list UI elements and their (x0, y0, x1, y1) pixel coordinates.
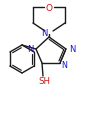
Text: O: O (45, 3, 53, 12)
Text: N: N (28, 45, 34, 54)
Text: N: N (41, 29, 47, 38)
Text: N: N (69, 45, 75, 54)
Text: SH: SH (38, 77, 50, 86)
Text: N: N (61, 61, 67, 70)
